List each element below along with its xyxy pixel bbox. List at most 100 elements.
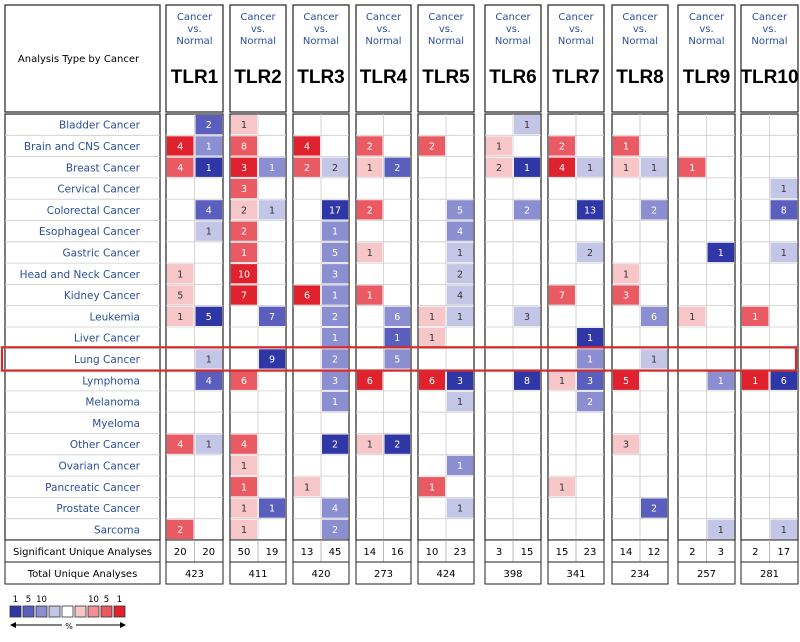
- legend-swatch: [100, 605, 113, 618]
- cell-value: 2: [241, 227, 247, 238]
- column-header-text: Normal: [751, 36, 787, 47]
- cell-value: 6: [241, 376, 247, 387]
- heatmap-cell: [322, 264, 348, 284]
- gene-header-box: [229, 4, 287, 113]
- gene-label: TLR8: [616, 67, 664, 88]
- legend-tick-label: 5: [26, 595, 31, 605]
- cancer-label: Sarcoma: [94, 524, 140, 536]
- legend-tick-label: 1: [13, 595, 18, 605]
- cell-value: 1: [206, 141, 212, 152]
- legend-tick-label: 1: [117, 595, 122, 605]
- total-unique-count: 341: [566, 569, 585, 580]
- cell-value: 7: [559, 291, 565, 302]
- significant-up-count: 50: [238, 547, 251, 558]
- column-header-text: Normal: [365, 36, 401, 47]
- heatmap-cell: [613, 285, 639, 305]
- cancer-label: Kidney Cancer: [64, 290, 141, 302]
- cancer-label: Lymphoma: [82, 375, 140, 387]
- cell-value: 1: [781, 525, 787, 536]
- heatmap-cell: [195, 200, 222, 220]
- cell-value: 1: [177, 312, 183, 323]
- cell-value: 1: [752, 312, 758, 323]
- heatmap-cell: [357, 242, 383, 263]
- column-header-text: vs.: [314, 24, 328, 35]
- legend-swatch: [61, 605, 74, 618]
- cell-value: 2: [457, 269, 463, 280]
- cell-value: 1: [206, 163, 212, 174]
- cell-value: 1: [269, 205, 275, 216]
- heatmap-cell: [577, 391, 603, 412]
- cell-value: 1: [587, 333, 593, 344]
- heatmap-cell: [641, 157, 667, 177]
- cell-value: 8: [781, 205, 787, 216]
- cancer-label: Myeloma: [92, 418, 140, 430]
- cell-value: 1: [304, 482, 310, 493]
- heatmap-cell: [259, 349, 285, 369]
- cell-value: 1: [367, 163, 373, 174]
- lung-cancer-highlight: [0, 346, 798, 372]
- heatmap-cell: [231, 178, 257, 199]
- heatmap-cell: [447, 306, 473, 326]
- significant-up-count: 2: [689, 547, 695, 558]
- total-unique-count: 424: [436, 569, 455, 580]
- cell-value: 1: [524, 120, 530, 131]
- significant-up-count: 13: [301, 547, 314, 558]
- cell-value: 4: [332, 504, 338, 515]
- cell-value: 1: [718, 525, 724, 536]
- cell-value: 2: [367, 205, 373, 216]
- significant-down-count: 23: [454, 547, 467, 558]
- cell-value: 1: [206, 227, 212, 238]
- total-box: [165, 561, 224, 585]
- cell-value: 1: [332, 333, 338, 344]
- legend-arrowhead-right: [120, 622, 126, 628]
- heatmap-cell: [447, 391, 473, 412]
- total-unique-count: 423: [185, 569, 204, 580]
- heatmap-cell: [195, 136, 222, 156]
- cell-value: 3: [241, 163, 247, 174]
- cell-value: 2: [651, 205, 657, 216]
- heatmap-cell: [447, 242, 473, 263]
- total-unique-count: 257: [697, 569, 716, 580]
- heatmap-cell: [294, 157, 320, 177]
- cancer-label: Breast Cancer: [66, 162, 141, 174]
- heatmap-cell: [549, 285, 575, 305]
- cell-value: 9: [269, 354, 275, 365]
- column-header-text: vs.: [699, 24, 713, 35]
- cell-value: 1: [206, 354, 212, 365]
- cell-value: 8: [241, 141, 247, 152]
- cell-value: 4: [177, 163, 183, 174]
- cell-value: 1: [587, 163, 593, 174]
- cell-value: 1: [241, 525, 247, 536]
- gene-label: TLR6: [489, 67, 537, 88]
- column-header-text: Normal: [495, 36, 531, 47]
- cell-value: 4: [177, 440, 183, 451]
- cell-value: 1: [457, 312, 463, 323]
- legend-swatch: [113, 605, 126, 618]
- cell-value: 4: [206, 205, 212, 216]
- heatmap-cell: [231, 519, 257, 539]
- significant-down-count: 45: [329, 547, 342, 558]
- cancer-label: Melanoma: [85, 397, 140, 409]
- heatmap-cell: [613, 264, 639, 284]
- heatmap-cell: [322, 391, 348, 412]
- heatmap-cell: [613, 157, 639, 177]
- heatmap-cell: [679, 157, 706, 177]
- gene-label: TLR2: [234, 67, 282, 88]
- column-header-text: Cancer: [428, 12, 464, 23]
- heatmap-cell: [514, 306, 540, 326]
- cell-value: 1: [457, 397, 463, 408]
- cell-value: 2: [651, 504, 657, 515]
- cell-value: 3: [623, 440, 629, 451]
- column-header-text: vs.: [762, 24, 776, 35]
- legend-percent-label: %: [65, 622, 73, 631]
- column-header-text: Normal: [240, 36, 276, 47]
- cell-value: 1: [457, 504, 463, 515]
- total-box: [677, 561, 736, 585]
- gene-header-box: [677, 4, 736, 113]
- heatmap-cell: [322, 221, 348, 241]
- heatmap-cell: [770, 370, 797, 390]
- heatmap-cell: [770, 519, 797, 539]
- cell-value: 1: [241, 248, 247, 259]
- heatmap-cell: [167, 264, 194, 284]
- heatmap-cell: [549, 157, 575, 177]
